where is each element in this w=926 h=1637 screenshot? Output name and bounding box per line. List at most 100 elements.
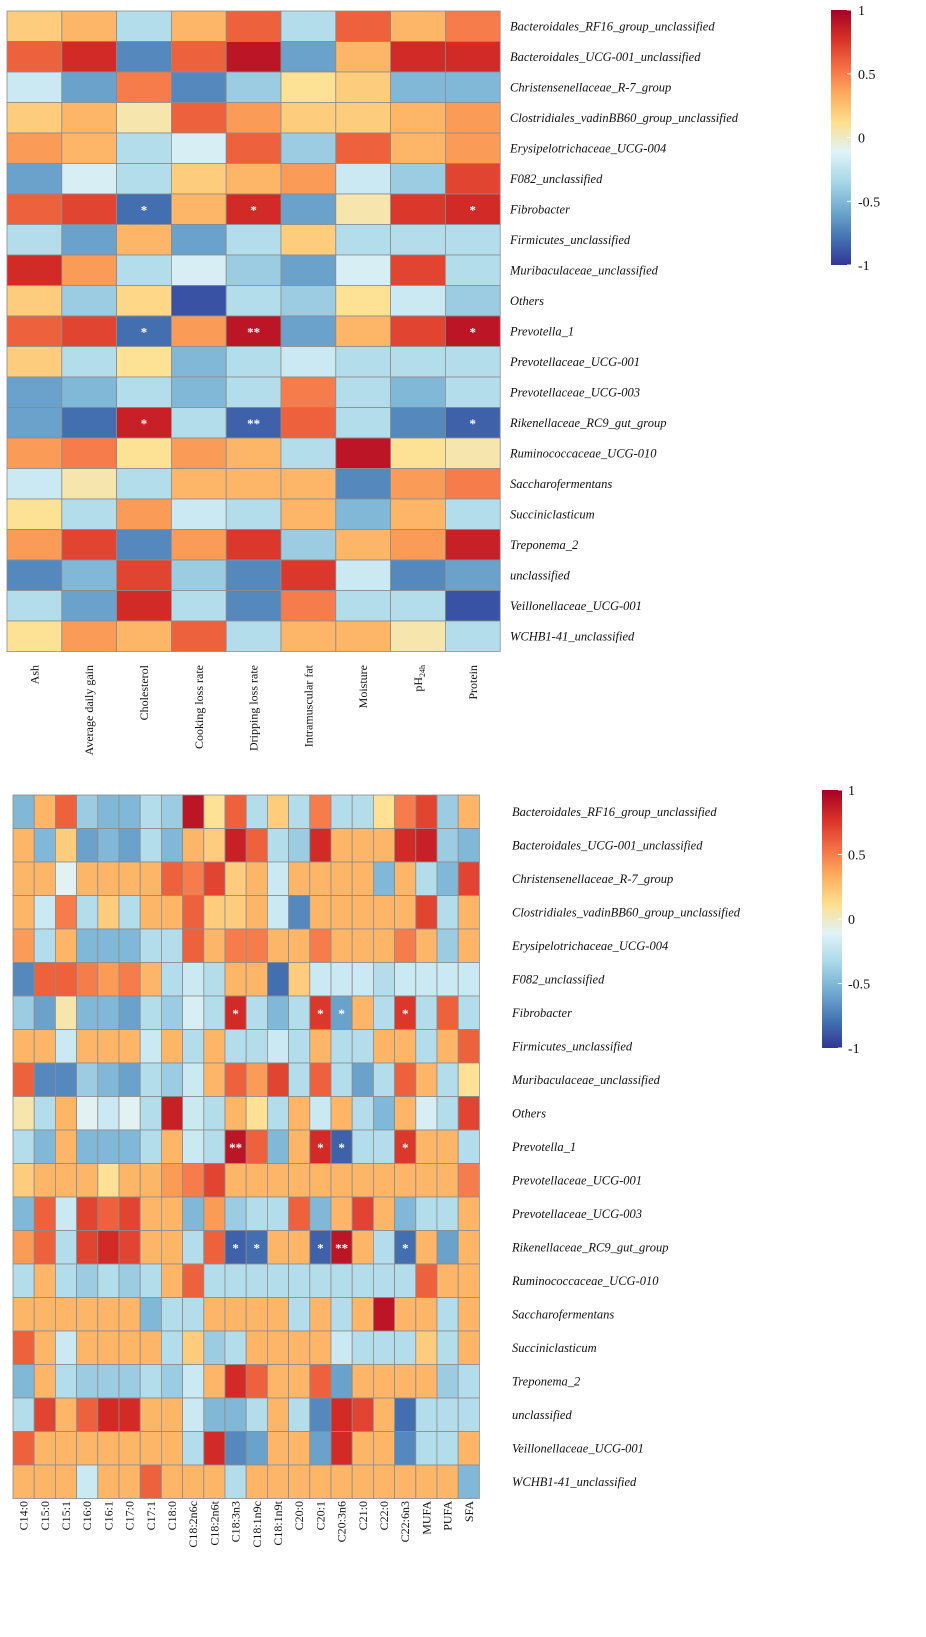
- heatmap-cell: [436, 1163, 459, 1198]
- heatmap-cell: [280, 132, 337, 164]
- heatmap-cell: [457, 995, 480, 1030]
- heatmap-cell: [436, 1230, 459, 1265]
- heatmap-cell: [118, 861, 141, 896]
- row-label-prevotellaceae-ucg-003: Prevotellaceae_UCG-003: [511, 1207, 642, 1221]
- column-label-c16-0: C16:0: [80, 1501, 94, 1530]
- heatmap-cell: [225, 559, 282, 591]
- heatmap-cell: [118, 1431, 141, 1466]
- heatmap-cell: [225, 498, 282, 530]
- heatmap-cell: [76, 962, 99, 997]
- heatmap-cell: [116, 529, 172, 561]
- heatmap-cell: [309, 1096, 332, 1131]
- heatmap-cell: [203, 1364, 226, 1399]
- heatmap-cell: [76, 1263, 99, 1298]
- heatmap-cell: [436, 1196, 459, 1231]
- heatmap-cell: [436, 895, 459, 930]
- heatmap-cell: [280, 224, 337, 256]
- heatmap-cell: [280, 193, 337, 225]
- heatmap-cell: [372, 1431, 395, 1466]
- heatmap-cell: [12, 1196, 35, 1231]
- significance-marker: *: [141, 416, 148, 431]
- significance-marker: *: [232, 1240, 239, 1255]
- row-label-bacteroidales-rf16-group-unclassified: Bacteroidales_RF16_group_unclassified: [512, 805, 717, 819]
- heatmap-cell: [116, 10, 172, 42]
- heatmap-cell: [288, 794, 311, 829]
- column-label-ph: pH24h: [411, 665, 427, 692]
- heatmap-cell: [351, 895, 374, 930]
- heatmap-cell: [288, 1096, 311, 1131]
- row-label-others: Others: [510, 294, 544, 308]
- column-label-c20-3n6: C20:3n6: [335, 1501, 349, 1542]
- significance-marker: *: [402, 1240, 409, 1255]
- heatmap-cell: [280, 590, 337, 622]
- column-label-c15-1: C15:1: [59, 1501, 73, 1530]
- heatmap-cell: [76, 1129, 99, 1164]
- heatmap-cell: [390, 102, 446, 134]
- heatmap-cell: [309, 1297, 332, 1332]
- heatmap-cell: [170, 590, 227, 622]
- heatmap-cell: [444, 254, 501, 286]
- heatmap-cell: [372, 1364, 395, 1399]
- heatmap-cell: [444, 559, 501, 591]
- significance-marker: *: [338, 1006, 345, 1021]
- heatmap-cell: [139, 1431, 162, 1466]
- heatmap-cell: [457, 895, 480, 930]
- heatmap-cell: [351, 1163, 374, 1198]
- heatmap-cell: [266, 1062, 289, 1097]
- row-label-clostridiales-vadinbb60-group-unclassified: Clostridiales_vadinBB60_group_unclassifi…: [510, 111, 739, 125]
- heatmap-cell: [139, 1364, 162, 1399]
- heatmap-cell: [160, 861, 183, 896]
- heatmap-cell: [309, 1029, 332, 1064]
- heatmap-cell: [6, 254, 63, 286]
- heatmap-cell: [415, 928, 438, 963]
- column-label-c15-0: C15:0: [38, 1501, 52, 1530]
- heatmap-cell: [55, 1096, 78, 1131]
- row-label-treponema-2: Treponema_2: [510, 538, 578, 552]
- row-label-saccharofermentans: Saccharofermentans: [510, 477, 612, 491]
- heatmap-cell: [97, 1330, 120, 1365]
- heatmap-cell: [335, 41, 391, 73]
- heatmap-cell: [436, 1062, 459, 1097]
- heatmap-cell: [245, 1364, 268, 1399]
- heatmap-cell: [6, 163, 63, 195]
- heatmap-cell: [203, 1297, 226, 1332]
- heatmap-cell: [61, 620, 117, 652]
- heatmap-cell: [116, 71, 172, 103]
- heatmap-cell: [170, 468, 227, 500]
- heatmap-cell: [394, 1163, 417, 1198]
- heatmap-cell: [182, 995, 205, 1030]
- heatmap-cell: [225, 71, 282, 103]
- heatmap-cell: [280, 102, 337, 134]
- heatmap-cell: [55, 794, 78, 829]
- heatmap-cell: [280, 254, 337, 286]
- heatmap-cell: [224, 895, 247, 930]
- heatmap-cell: [457, 1163, 480, 1198]
- heatmap-cell: [76, 1196, 99, 1231]
- heatmap-cell: [76, 995, 99, 1030]
- heatmap-cell: [160, 928, 183, 963]
- heatmap-cell: [309, 1364, 332, 1399]
- heatmap-cell: [160, 1096, 183, 1131]
- column-label-c21-0: C21:0: [356, 1501, 370, 1530]
- row-label-erysipelotrichaceae-ucg-004: Erysipelotrichaceae_UCG-004: [511, 939, 668, 953]
- heatmap-cell: [182, 1464, 205, 1499]
- column-label-c18-0: C18:0: [165, 1501, 179, 1530]
- heatmap-cell: [390, 559, 446, 591]
- heatmap-cell: [457, 1230, 480, 1265]
- heatmap-cell: [457, 1196, 480, 1231]
- column-label-moisture: Moisture: [356, 665, 370, 708]
- heatmap-cell: [170, 376, 227, 408]
- heatmap-cell: [97, 895, 120, 930]
- heatmap-cell: [6, 437, 63, 469]
- colorbar-tick-label: 1: [858, 4, 865, 19]
- heatmap-cell: [330, 1464, 353, 1499]
- heatmap-cell: [372, 895, 395, 930]
- heatmap-cell: [245, 1163, 268, 1198]
- heatmap-cell: [394, 1364, 417, 1399]
- heatmap-cell: [12, 1364, 35, 1399]
- heatmap-cell: [182, 1196, 205, 1231]
- column-label-dripping-loss-rate: Dripping loss rate: [247, 665, 261, 751]
- heatmap-cell: [97, 828, 120, 863]
- heatmap-cell: [390, 437, 446, 469]
- heatmap-cell: [33, 995, 56, 1030]
